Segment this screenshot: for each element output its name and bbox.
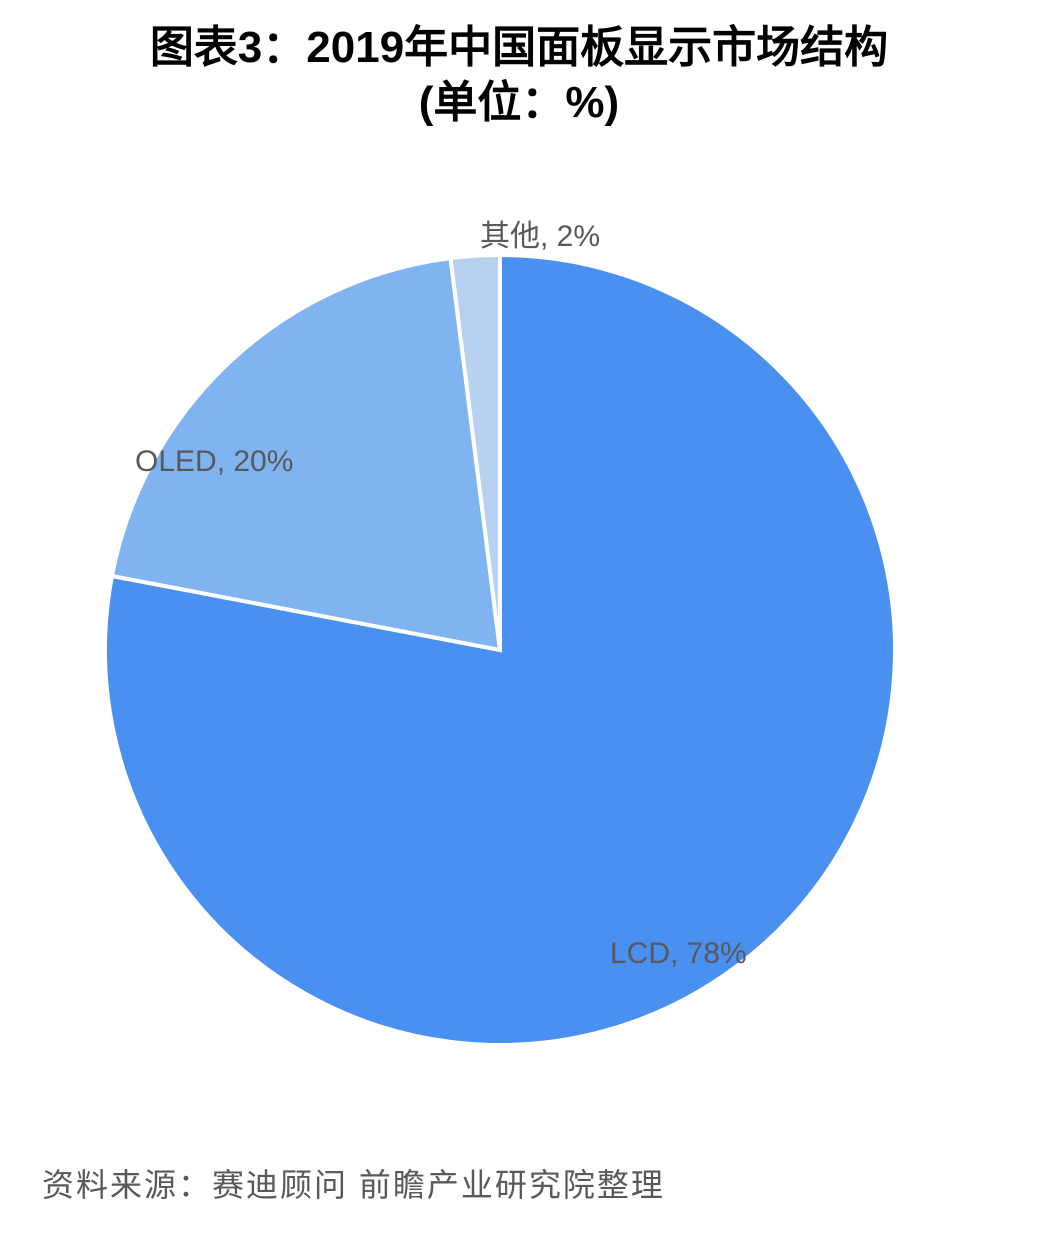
slice-label: LCD, 78% [610,937,747,971]
chart-container: 图表3：2019年中国面板显示市场结构 (单位：%) LCD, 78%OLED,… [0,0,1038,1247]
slice-label: 其他, 2% [480,211,600,255]
pie-chart [0,0,1038,1247]
slice-label: OLED, 20% [135,445,293,479]
source-text: 资料来源：赛迪顾问 前瞻产业研究院整理 [42,1160,665,1206]
